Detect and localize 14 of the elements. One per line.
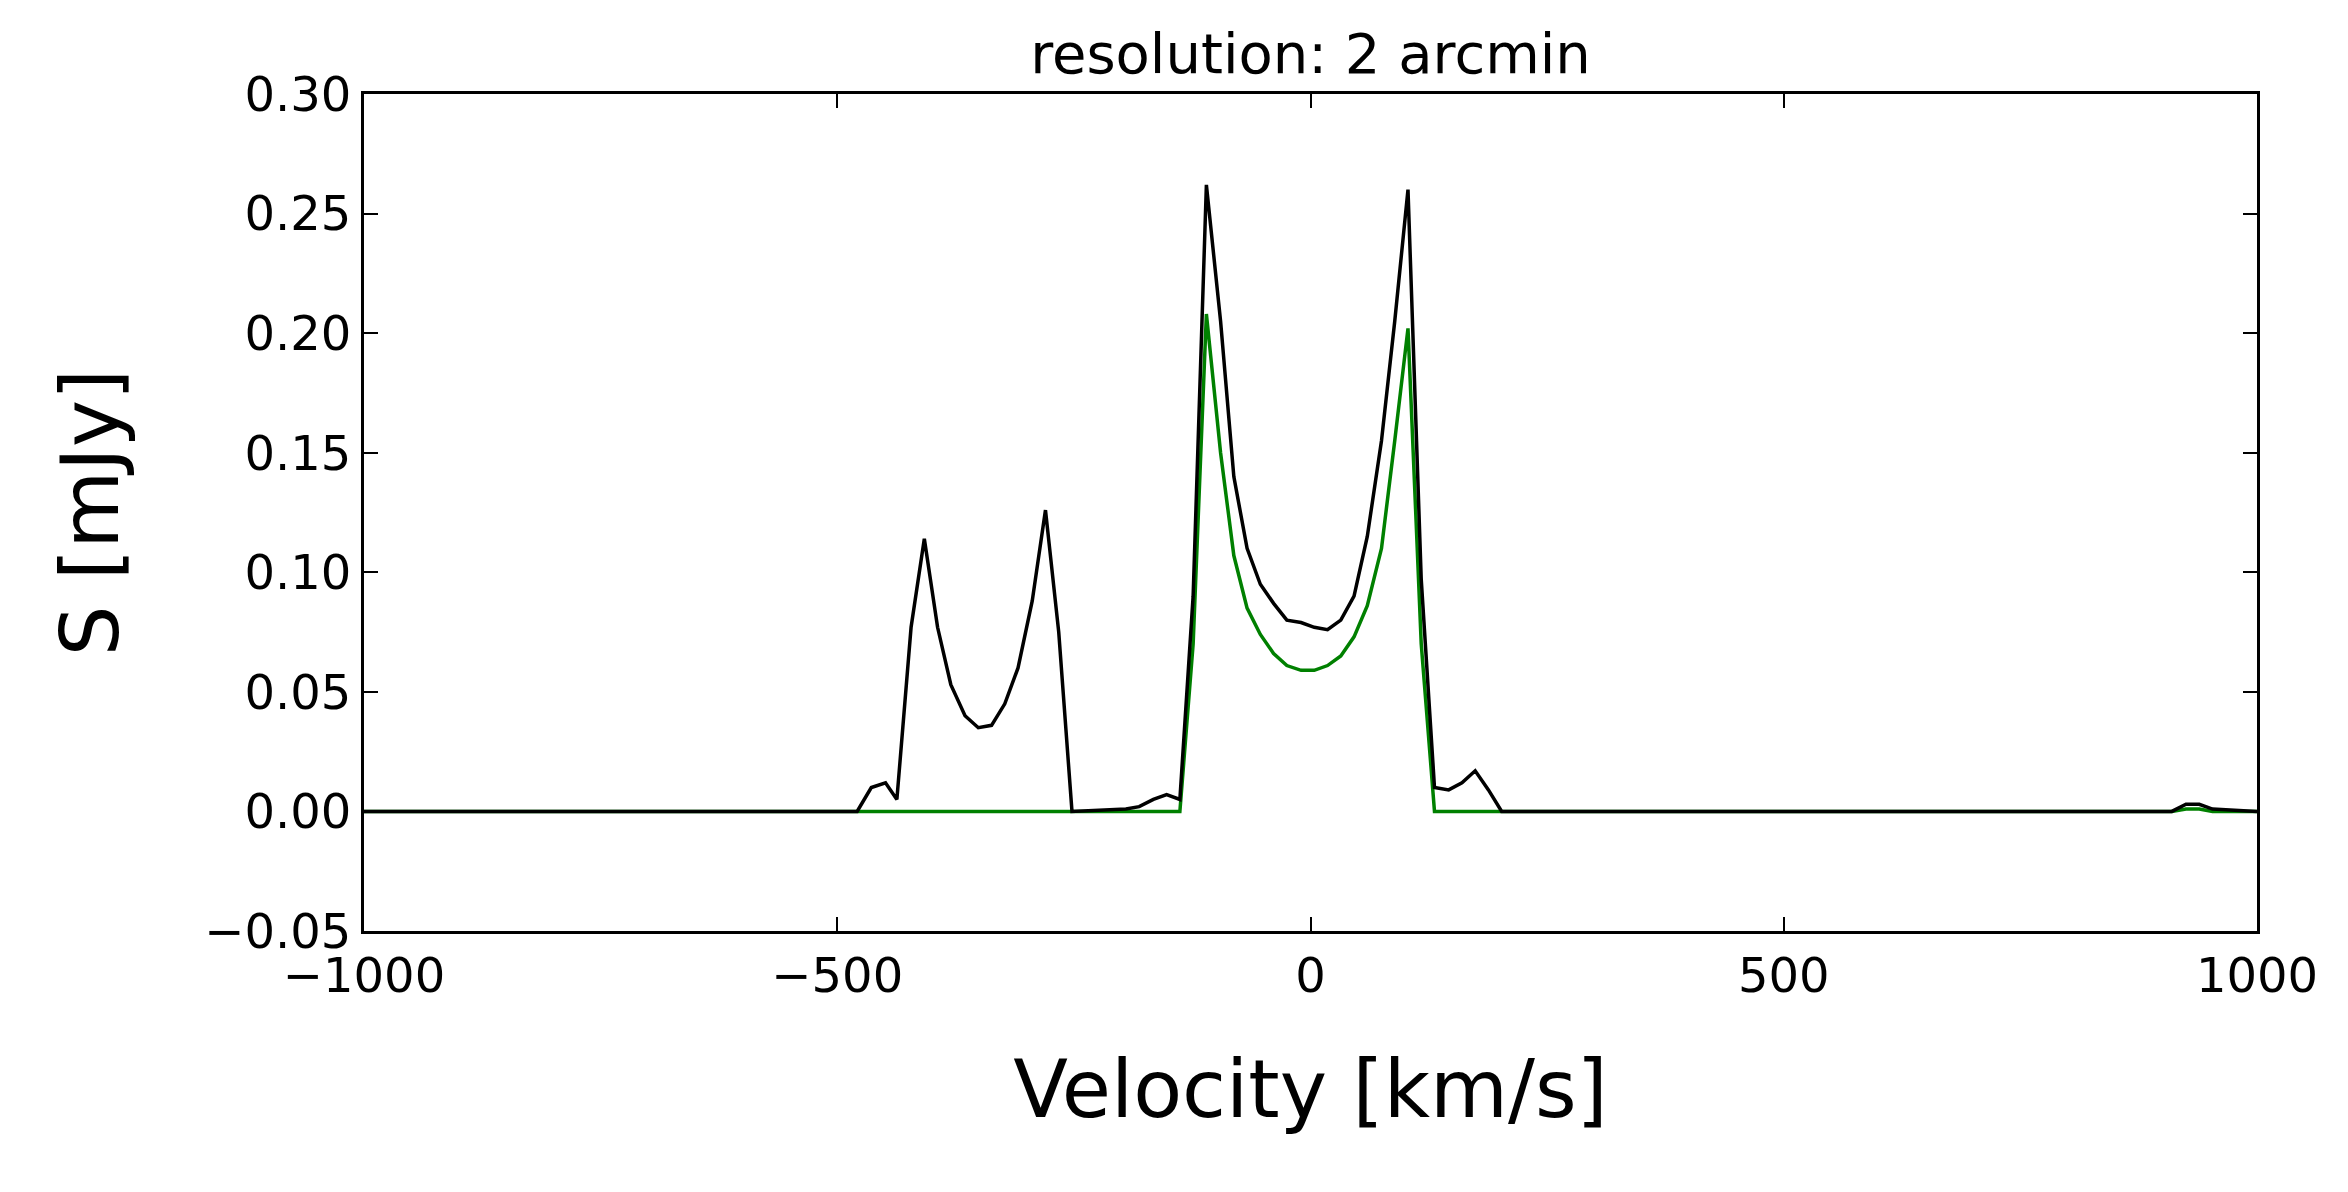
y-axis-title: S [mJy] (43, 368, 137, 657)
y-tick-label: 0.30 (244, 65, 352, 122)
y-tick-label: 0.15 (244, 424, 352, 481)
y-tick-label: 0.10 (244, 544, 352, 601)
y-tick-label: 0.00 (244, 783, 352, 840)
y-tick-label: 0.05 (244, 663, 352, 720)
y-tick-label: 0.20 (244, 304, 352, 361)
y-tick-label: 0.25 (244, 185, 352, 242)
chart-title: resolution: 2 arcmin (1030, 21, 1591, 87)
x-tick-label: 0 (1295, 946, 1326, 1003)
x-tick-label: −500 (771, 946, 904, 1003)
x-axis-title: Velocity [km/s] (1013, 1043, 1608, 1137)
x-tick-label: 500 (1737, 946, 1830, 1003)
x-tick-label: 1000 (2195, 946, 2319, 1003)
